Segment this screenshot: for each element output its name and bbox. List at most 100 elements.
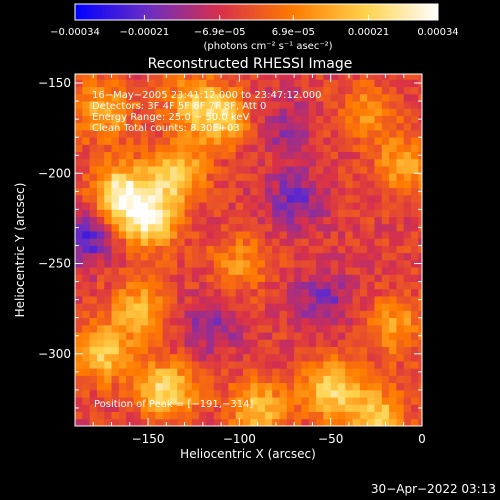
heatmap-cell	[89, 187, 98, 196]
heatmap-cell	[199, 339, 207, 347]
heatmap-cell	[96, 404, 105, 412]
heatmap-cell	[199, 310, 207, 319]
heatmap-cell	[264, 238, 273, 246]
heatmap-cell	[126, 108, 134, 116]
heatmap-cell	[411, 411, 419, 420]
heatmap-cell	[213, 375, 222, 384]
heatmap-cell	[213, 137, 222, 145]
heatmap-cell	[104, 303, 112, 311]
heatmap-cell	[221, 129, 229, 138]
heatmap-cell	[162, 267, 171, 275]
heatmap-cell	[250, 187, 259, 196]
heatmap-cell	[359, 173, 368, 181]
heatmap-cell	[169, 418, 178, 426]
heatmap-cell	[257, 180, 266, 189]
heatmap-cell	[221, 187, 229, 196]
heatmap-cell	[96, 151, 105, 160]
heatmap-cell	[111, 129, 120, 138]
heatmap-cell	[374, 281, 383, 290]
heatmap-cell	[264, 317, 273, 326]
heatmap-cell	[264, 74, 273, 80]
heatmap-cell	[133, 86, 142, 95]
heatmap-cell	[243, 404, 251, 412]
heatmap-cell	[177, 115, 185, 124]
heatmap-cell	[213, 79, 222, 88]
heatmap-cell	[89, 267, 98, 275]
heatmap-cell	[308, 108, 317, 116]
heatmap-cell	[75, 375, 83, 384]
heatmap-cell	[162, 259, 171, 268]
heatmap-cell	[213, 317, 222, 326]
heatmap-cell	[82, 252, 91, 261]
heatmap-cell	[169, 310, 178, 319]
heatmap-cell	[411, 397, 419, 405]
heatmap-cell	[126, 368, 134, 376]
heatmap-cell	[396, 202, 405, 210]
heatmap-cell	[213, 216, 222, 225]
heatmap-cell	[345, 122, 353, 131]
heatmap-cell	[199, 173, 207, 181]
heatmap-cell	[396, 194, 405, 203]
heatmap-cell	[96, 129, 105, 138]
heatmap-cell	[257, 231, 266, 239]
heatmap-cell	[352, 238, 361, 246]
heatmap-cell	[367, 180, 375, 189]
heatmap-cell	[89, 411, 98, 420]
heatmap-cell	[396, 151, 405, 160]
heatmap-cell	[279, 339, 288, 347]
heatmap-cell	[374, 303, 383, 311]
heatmap-cell	[359, 296, 368, 304]
heatmap-cell	[228, 137, 237, 145]
heatmap-cell	[148, 382, 156, 391]
heatmap-cell	[75, 93, 83, 102]
heatmap-cell	[359, 361, 368, 369]
heatmap-cell	[367, 375, 375, 384]
heatmap-cell	[389, 74, 397, 80]
heatmap-cell	[264, 158, 273, 167]
heatmap-cell	[155, 144, 164, 153]
heatmap-cell	[337, 144, 346, 153]
heatmap-cell	[345, 368, 353, 376]
heatmap-cell	[279, 252, 288, 261]
heatmap-cell	[148, 353, 156, 362]
heatmap-cell	[279, 158, 288, 167]
heatmap-cell	[352, 317, 361, 326]
heatmap-cell	[396, 411, 405, 420]
heatmap-cell	[177, 252, 185, 261]
heatmap-cell	[126, 288, 134, 297]
heatmap-cell	[228, 368, 237, 376]
heatmap-cell	[243, 274, 251, 282]
heatmap-cell	[374, 173, 383, 181]
heatmap-cell	[133, 115, 142, 124]
heatmap-cell	[418, 389, 422, 398]
heatmap-cell	[272, 303, 280, 311]
heatmap-cell	[403, 194, 412, 203]
heatmap-cell	[118, 166, 127, 174]
heatmap-cell	[323, 303, 332, 311]
heatmap-cell	[316, 93, 324, 102]
heatmap-cell	[96, 296, 105, 304]
heatmap-cell	[264, 361, 273, 369]
heatmap-cell	[177, 339, 185, 347]
heatmap-cell	[235, 166, 244, 174]
heatmap-cell	[89, 194, 98, 203]
heatmap-cell	[294, 122, 302, 131]
heatmap-cell	[191, 339, 200, 347]
heatmap-cell	[411, 209, 419, 217]
heatmap-cell	[330, 231, 339, 239]
heatmap-cell	[177, 274, 185, 282]
heatmap-cell	[89, 245, 98, 254]
heatmap-cell	[199, 216, 207, 225]
heatmap-cell	[330, 389, 339, 398]
heatmap-cell	[243, 115, 251, 124]
heatmap-cell	[411, 332, 419, 340]
heatmap-cell	[228, 303, 237, 311]
heatmap-cell	[155, 194, 164, 203]
heatmap-cell	[374, 101, 383, 109]
heatmap-cell	[323, 115, 332, 124]
heatmap-cell	[286, 86, 295, 95]
heatmap-cell	[243, 101, 251, 109]
heatmap-cell	[169, 267, 178, 275]
heatmap-cell	[352, 274, 361, 282]
heatmap-cell	[140, 151, 149, 160]
